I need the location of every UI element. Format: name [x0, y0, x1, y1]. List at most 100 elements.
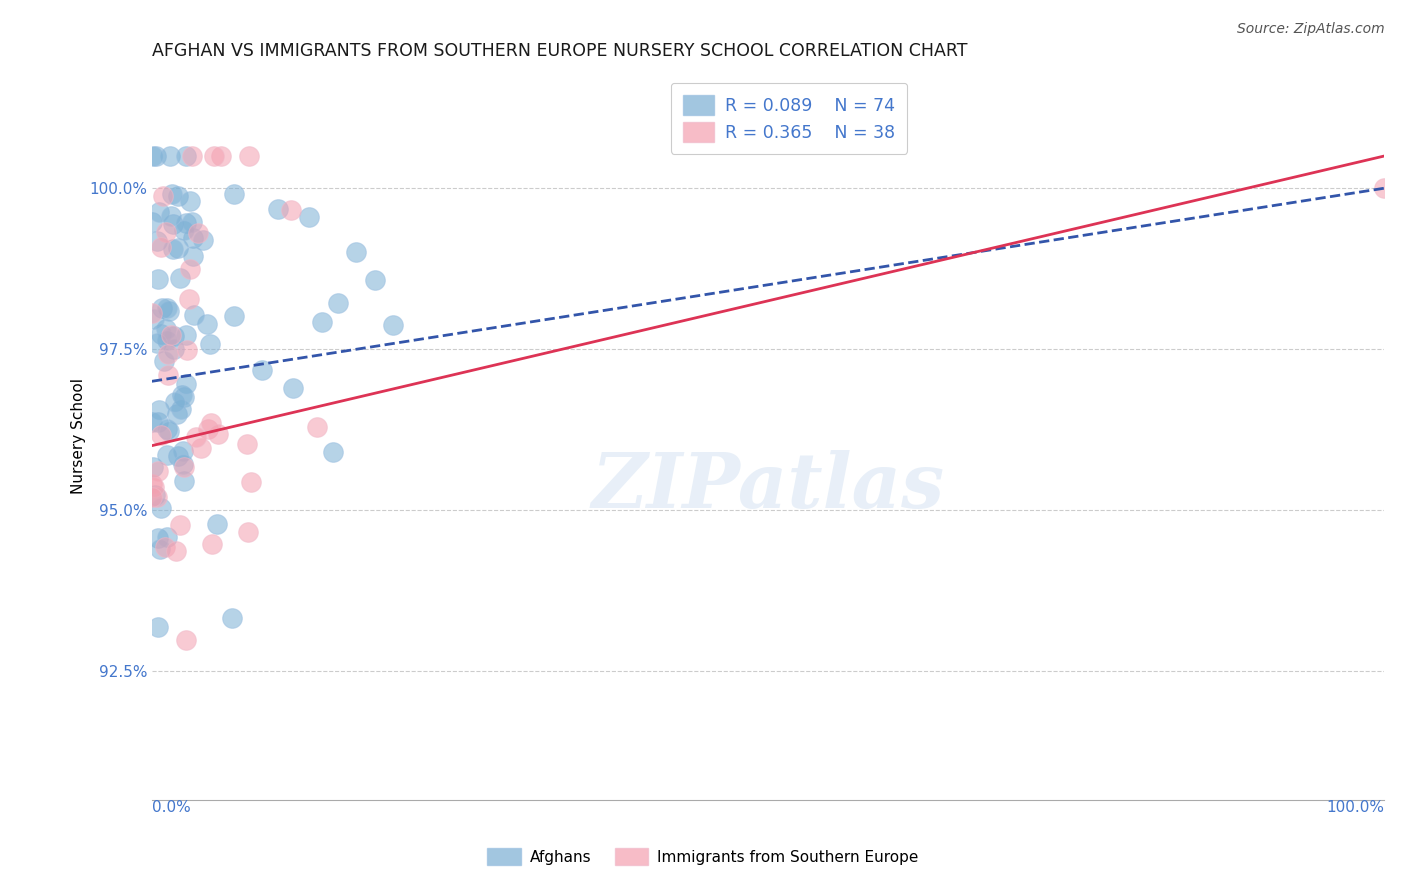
Point — [155, 322, 177, 336]
Point — [149, 240, 172, 254]
Point — [311, 315, 333, 329]
Point — [200, 537, 222, 551]
Point — [236, 525, 259, 540]
Point — [149, 500, 172, 515]
Point — [148, 402, 170, 417]
Point — [155, 530, 177, 544]
Text: ZIPatlas: ZIPatlas — [592, 450, 945, 524]
Point — [174, 328, 197, 343]
Point — [298, 210, 321, 224]
Point — [145, 335, 167, 350]
Point — [174, 376, 197, 391]
Point — [155, 225, 177, 239]
Point — [148, 272, 170, 286]
Point — [280, 202, 302, 217]
Point — [181, 149, 204, 163]
Point — [150, 327, 173, 342]
Point — [146, 463, 169, 477]
Point — [157, 425, 180, 439]
Point — [236, 437, 259, 451]
Point — [187, 226, 209, 240]
Point — [174, 632, 197, 647]
Text: Source: ZipAtlas.com: Source: ZipAtlas.com — [1237, 22, 1385, 37]
Point — [141, 215, 163, 229]
Point — [307, 419, 329, 434]
Legend: R = 0.089    N = 74, R = 0.365    N = 38: R = 0.089 N = 74, R = 0.365 N = 38 — [671, 83, 907, 154]
Point — [169, 518, 191, 533]
Point — [238, 149, 260, 163]
Point — [141, 459, 163, 474]
Point — [209, 149, 232, 163]
Point — [344, 244, 367, 259]
Point — [191, 233, 214, 247]
Point — [224, 309, 246, 323]
Point — [173, 223, 195, 237]
Point — [156, 301, 179, 315]
Point — [179, 261, 201, 276]
Point — [172, 443, 194, 458]
Point — [156, 333, 179, 347]
Point — [146, 234, 169, 248]
Point — [148, 204, 170, 219]
Point — [364, 273, 387, 287]
Point — [224, 186, 246, 201]
Point — [174, 149, 197, 163]
Point — [322, 444, 344, 458]
Point — [179, 194, 201, 209]
Point — [173, 390, 195, 404]
Point — [190, 441, 212, 455]
Point — [162, 242, 184, 256]
Point — [163, 395, 186, 409]
Point — [252, 363, 274, 377]
Point — [207, 517, 229, 532]
Point — [172, 457, 194, 471]
Point — [177, 293, 200, 307]
Point — [165, 543, 187, 558]
Point — [200, 416, 222, 430]
Point — [156, 448, 179, 462]
Point — [143, 487, 166, 501]
Point — [143, 311, 166, 326]
Point — [149, 541, 172, 556]
Point — [141, 305, 163, 319]
Point — [145, 149, 167, 163]
Point — [153, 354, 176, 368]
Point — [160, 187, 183, 202]
Point — [141, 490, 163, 504]
Point — [155, 541, 177, 555]
Point — [173, 459, 195, 474]
Point — [197, 422, 219, 436]
Point — [198, 337, 221, 351]
Point — [184, 430, 207, 444]
Point — [152, 188, 174, 202]
Text: 0.0%: 0.0% — [152, 799, 191, 814]
Point — [183, 308, 205, 322]
Point — [141, 477, 163, 491]
Point — [156, 422, 179, 436]
Point — [150, 427, 173, 442]
Point — [167, 241, 190, 255]
Point — [159, 149, 181, 163]
Point — [163, 342, 186, 356]
Point — [146, 619, 169, 633]
Point — [143, 479, 166, 493]
Point — [267, 202, 290, 216]
Point — [197, 317, 219, 331]
Point — [167, 449, 190, 463]
Point — [173, 474, 195, 488]
Point — [167, 189, 190, 203]
Point — [381, 318, 404, 332]
Point — [240, 475, 263, 489]
Point — [162, 217, 184, 231]
Point — [169, 270, 191, 285]
Point — [221, 611, 243, 625]
Point — [160, 327, 183, 342]
Legend: Afghans, Immigrants from Southern Europe: Afghans, Immigrants from Southern Europe — [481, 842, 925, 871]
Point — [1372, 181, 1395, 195]
Point — [142, 149, 165, 163]
Text: AFGHAN VS IMMIGRANTS FROM SOUTHERN EUROPE NURSERY SCHOOL CORRELATION CHART: AFGHAN VS IMMIGRANTS FROM SOUTHERN EUROP… — [152, 42, 967, 60]
Point — [207, 426, 229, 441]
Point — [157, 304, 180, 318]
Point — [181, 249, 204, 263]
Point — [146, 532, 169, 546]
